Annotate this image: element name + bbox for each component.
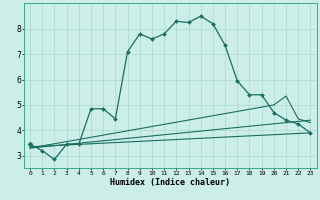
X-axis label: Humidex (Indice chaleur): Humidex (Indice chaleur) bbox=[110, 178, 230, 187]
